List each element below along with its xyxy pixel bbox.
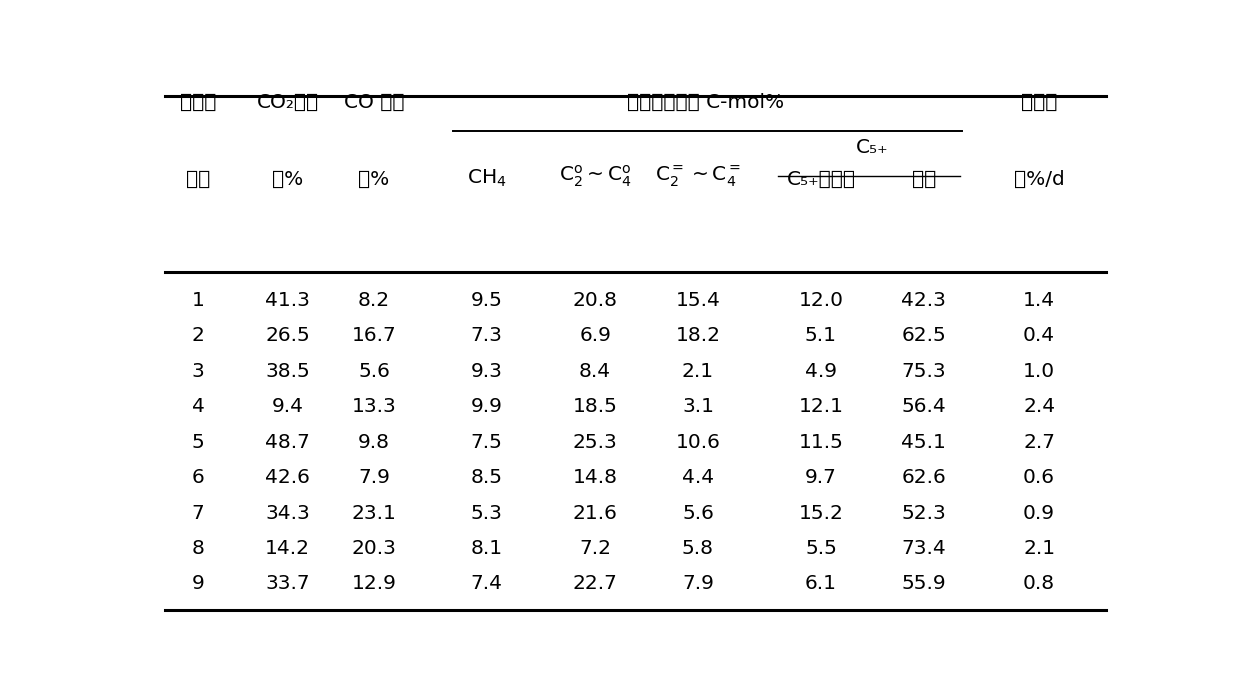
Text: 20.3: 20.3 bbox=[352, 539, 397, 558]
Text: 12.0: 12.0 bbox=[799, 291, 843, 310]
Text: CO 选择: CO 选择 bbox=[343, 93, 404, 112]
Text: 56.4: 56.4 bbox=[901, 397, 946, 416]
Text: 33.7: 33.7 bbox=[265, 574, 310, 594]
Text: 12.1: 12.1 bbox=[799, 397, 843, 416]
Text: 23.1: 23.1 bbox=[352, 504, 397, 522]
Text: 1: 1 bbox=[192, 291, 205, 310]
Text: 1.0: 1.0 bbox=[1023, 361, 1055, 381]
Text: C₅₊: C₅₊ bbox=[856, 138, 889, 158]
Text: 5.5: 5.5 bbox=[805, 539, 837, 558]
Text: 实施例: 实施例 bbox=[180, 93, 217, 112]
Text: 6.1: 6.1 bbox=[805, 574, 837, 594]
Text: 7.9: 7.9 bbox=[358, 468, 391, 487]
Text: 9: 9 bbox=[192, 574, 205, 594]
Text: 8.5: 8.5 bbox=[470, 468, 502, 487]
Text: 18.2: 18.2 bbox=[676, 326, 720, 345]
Text: 5.8: 5.8 bbox=[682, 539, 714, 558]
Text: CO₂转化: CO₂转化 bbox=[257, 93, 319, 112]
Text: 22.7: 22.7 bbox=[573, 574, 618, 594]
Text: C₅₊脂肪烃: C₅₊脂肪烃 bbox=[786, 171, 856, 189]
Text: 55.9: 55.9 bbox=[901, 574, 946, 594]
Text: 2.4: 2.4 bbox=[1023, 397, 1055, 416]
Text: 2.1: 2.1 bbox=[682, 361, 714, 381]
Text: 73.4: 73.4 bbox=[901, 539, 946, 558]
Text: 21.6: 21.6 bbox=[573, 504, 618, 522]
Text: 性%: 性% bbox=[358, 171, 389, 189]
Text: 5: 5 bbox=[192, 433, 205, 451]
Text: 25.3: 25.3 bbox=[573, 433, 618, 451]
Text: 烃类产物分布 C-mol%: 烃类产物分布 C-mol% bbox=[626, 93, 784, 112]
Text: 48.7: 48.7 bbox=[265, 433, 310, 451]
Text: 7.2: 7.2 bbox=[579, 539, 611, 558]
Text: $\mathrm{CH_4}$: $\mathrm{CH_4}$ bbox=[466, 168, 506, 189]
Text: 8.1: 8.1 bbox=[470, 539, 502, 558]
Text: 4: 4 bbox=[192, 397, 205, 416]
Text: 14.8: 14.8 bbox=[573, 468, 618, 487]
Text: 10.6: 10.6 bbox=[676, 433, 720, 451]
Text: 5.1: 5.1 bbox=[805, 326, 837, 345]
Text: 6: 6 bbox=[192, 468, 205, 487]
Text: 14.2: 14.2 bbox=[265, 539, 310, 558]
Text: 7.5: 7.5 bbox=[471, 433, 502, 451]
Text: 8.4: 8.4 bbox=[579, 361, 611, 381]
Text: 20.8: 20.8 bbox=[573, 291, 618, 310]
Text: 15.4: 15.4 bbox=[676, 291, 720, 310]
Text: 62.5: 62.5 bbox=[901, 326, 946, 345]
Text: 18.5: 18.5 bbox=[573, 397, 618, 416]
Text: 38.5: 38.5 bbox=[265, 361, 310, 381]
Text: 9.9: 9.9 bbox=[471, 397, 502, 416]
Text: 编号: 编号 bbox=[186, 171, 211, 189]
Text: 11.5: 11.5 bbox=[799, 433, 843, 451]
Text: 2.7: 2.7 bbox=[1023, 433, 1055, 451]
Text: 0.6: 0.6 bbox=[1023, 468, 1055, 487]
Text: 7.9: 7.9 bbox=[682, 574, 714, 594]
Text: $\mathrm{C_2^{=}{\sim}C_4^{=}}$: $\mathrm{C_2^{=}{\sim}C_4^{=}}$ bbox=[655, 164, 742, 189]
Text: 45.1: 45.1 bbox=[901, 433, 946, 451]
Text: 9.4: 9.4 bbox=[272, 397, 304, 416]
Text: 5.6: 5.6 bbox=[358, 361, 391, 381]
Text: 9.3: 9.3 bbox=[471, 361, 502, 381]
Text: 2: 2 bbox=[192, 326, 205, 345]
Text: 41.3: 41.3 bbox=[265, 291, 310, 310]
Text: 7: 7 bbox=[192, 504, 205, 522]
Text: 8: 8 bbox=[192, 539, 205, 558]
Text: 率%: 率% bbox=[272, 171, 304, 189]
Text: 15.2: 15.2 bbox=[799, 504, 843, 522]
Text: 3.1: 3.1 bbox=[682, 397, 714, 416]
Text: $\mathrm{C_2^o{\sim}C_4^o}$: $\mathrm{C_2^o{\sim}C_4^o}$ bbox=[559, 164, 631, 189]
Text: 4.4: 4.4 bbox=[682, 468, 714, 487]
Text: 42.6: 42.6 bbox=[265, 468, 310, 487]
Text: 3: 3 bbox=[192, 361, 205, 381]
Text: 7.4: 7.4 bbox=[470, 574, 502, 594]
Text: 62.6: 62.6 bbox=[901, 468, 946, 487]
Text: 5.3: 5.3 bbox=[471, 504, 502, 522]
Text: 13.3: 13.3 bbox=[352, 397, 397, 416]
Text: 26.5: 26.5 bbox=[265, 326, 310, 345]
Text: 52.3: 52.3 bbox=[901, 504, 946, 522]
Text: 75.3: 75.3 bbox=[901, 361, 946, 381]
Text: 9.7: 9.7 bbox=[805, 468, 837, 487]
Text: 5.6: 5.6 bbox=[682, 504, 714, 522]
Text: 4.9: 4.9 bbox=[805, 361, 837, 381]
Text: 34.3: 34.3 bbox=[265, 504, 310, 522]
Text: 芳烃: 芳烃 bbox=[911, 171, 936, 189]
Text: 0.9: 0.9 bbox=[1023, 504, 1055, 522]
Text: 42.3: 42.3 bbox=[901, 291, 946, 310]
Text: 9.5: 9.5 bbox=[471, 291, 502, 310]
Text: 9.8: 9.8 bbox=[358, 433, 391, 451]
Text: 率%/d: 率%/d bbox=[1014, 171, 1064, 189]
Text: 2.1: 2.1 bbox=[1023, 539, 1055, 558]
Text: 7.3: 7.3 bbox=[471, 326, 502, 345]
Text: 失活速: 失活速 bbox=[1021, 93, 1058, 112]
Text: 12.9: 12.9 bbox=[352, 574, 397, 594]
Text: 16.7: 16.7 bbox=[352, 326, 397, 345]
Text: 8.2: 8.2 bbox=[358, 291, 391, 310]
Text: 1.4: 1.4 bbox=[1023, 291, 1055, 310]
Text: 6.9: 6.9 bbox=[579, 326, 611, 345]
Text: 0.8: 0.8 bbox=[1023, 574, 1055, 594]
Text: 0.4: 0.4 bbox=[1023, 326, 1055, 345]
